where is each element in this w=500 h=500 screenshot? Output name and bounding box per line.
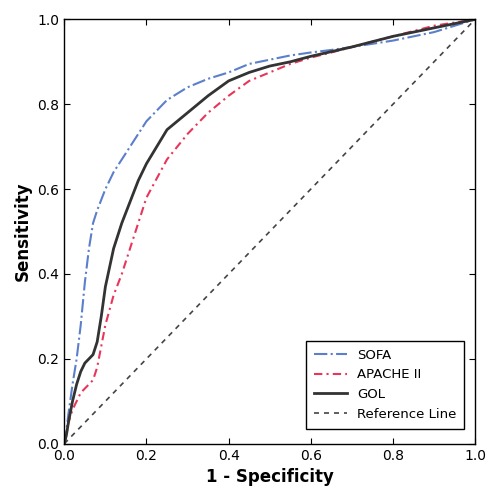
Legend: SOFA, APACHE II, GOL, Reference Line: SOFA, APACHE II, GOL, Reference Line — [306, 341, 464, 428]
X-axis label: 1 - Specificity: 1 - Specificity — [206, 468, 334, 486]
Y-axis label: Sensitivity: Sensitivity — [14, 182, 32, 282]
